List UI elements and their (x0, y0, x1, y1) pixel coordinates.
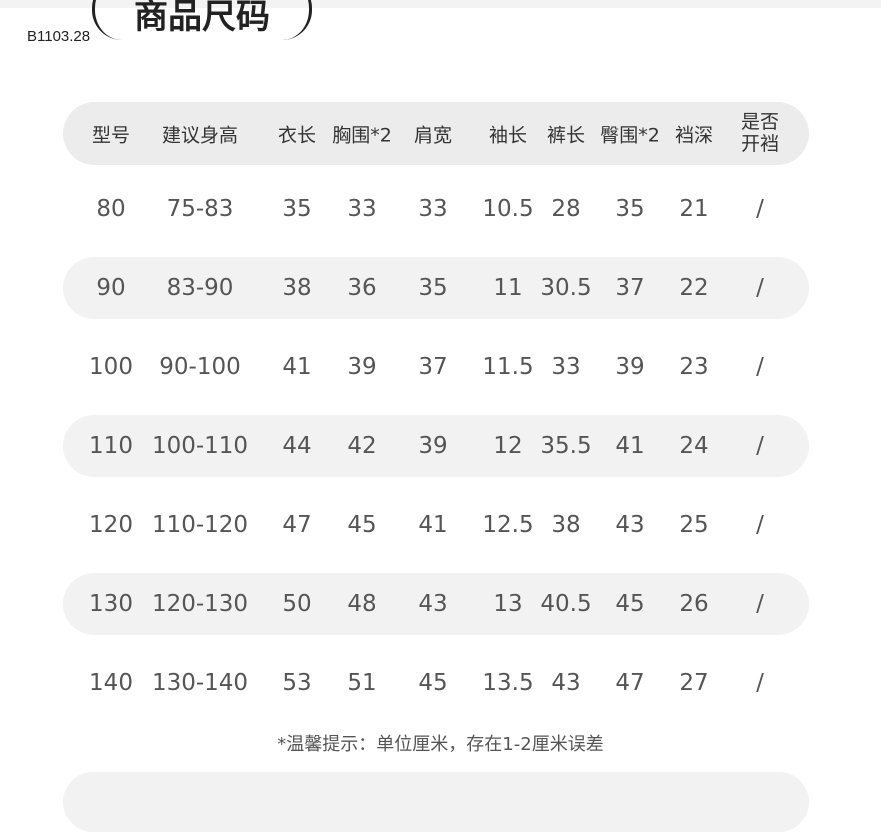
table-cell: 130-140 (151, 670, 249, 696)
column-header: 肩宽 (413, 124, 453, 147)
table-cell: 37 (418, 354, 448, 380)
table-cell: 12.5 (482, 512, 534, 538)
table-cell: 13.5 (482, 670, 534, 696)
table-cell: 12 (493, 433, 523, 459)
table-cell: 47 (282, 512, 312, 538)
row-pill (63, 415, 809, 477)
footer-pill (63, 772, 809, 832)
table-cell: 41 (615, 433, 645, 459)
table-cell: 27 (679, 670, 709, 696)
table-cell: 45 (347, 512, 377, 538)
table-cell: / (756, 512, 764, 538)
table-cell: 36 (347, 275, 377, 301)
table-cell: 35.5 (540, 433, 592, 459)
table-cell: 90-100 (159, 354, 241, 380)
table-cell: / (756, 670, 764, 696)
table-cell: 44 (282, 433, 312, 459)
table-cell: 11.5 (482, 354, 534, 380)
table-cell: 50 (282, 591, 312, 617)
table-cell: 28 (551, 196, 581, 222)
table-cell: 41 (418, 512, 448, 538)
table-cell: 43 (418, 591, 448, 617)
table-cell: 37 (615, 275, 645, 301)
row-pill (63, 257, 809, 319)
table-cell: 80 (96, 196, 126, 222)
table-cell: 38 (282, 275, 312, 301)
table-cell: 130 (89, 591, 133, 617)
title-frame: 商品尺码 (92, 0, 312, 40)
table-cell: 23 (679, 354, 709, 380)
table-cell: 33 (347, 196, 377, 222)
product-code: B1103.28 (27, 28, 91, 45)
table-cell: 90 (96, 275, 126, 301)
table-cell: 10.5 (482, 196, 534, 222)
row-pill (63, 573, 809, 635)
table-cell: 53 (282, 670, 312, 696)
table-cell: 39 (347, 354, 377, 380)
table-cell: 83-90 (166, 275, 234, 301)
table-cell: 25 (679, 512, 709, 538)
table-cell: 75-83 (166, 196, 234, 222)
table-cell: 38 (551, 512, 581, 538)
column-header: 臀围*2 (600, 124, 660, 147)
table-cell: 22 (679, 275, 709, 301)
table-cell: 39 (615, 354, 645, 380)
table-cell: 11 (493, 275, 523, 301)
column-header: 胸围*2 (332, 124, 392, 147)
column-header: 裤长 (546, 124, 586, 147)
table-cell: 42 (347, 433, 377, 459)
note: *温馨提示：单位厘米，存在1-2厘米误差 (277, 734, 604, 755)
table-cell: 40.5 (540, 591, 592, 617)
table-cell: / (756, 591, 764, 617)
table-cell: 24 (679, 433, 709, 459)
table-cell: 39 (418, 433, 448, 459)
table-cell: 35 (282, 196, 312, 222)
table-cell: / (756, 196, 764, 222)
table-cell: 13 (493, 591, 523, 617)
table-cell: 33 (551, 354, 581, 380)
table-cell: 41 (282, 354, 312, 380)
column-header: 是否开裆 (740, 111, 780, 155)
column-header: 衣长 (277, 124, 317, 147)
table-cell: 35 (615, 196, 645, 222)
table-cell: 48 (347, 591, 377, 617)
table-cell: 26 (679, 591, 709, 617)
table-cell: 51 (347, 670, 377, 696)
table-cell: 120 (89, 512, 133, 538)
table-cell: 120-130 (151, 591, 249, 617)
table-cell: 45 (615, 591, 645, 617)
table-cell: 140 (89, 670, 133, 696)
table-cell: 30.5 (540, 275, 592, 301)
column-header: 型号 (91, 124, 131, 147)
table-cell: 100-110 (151, 433, 249, 459)
top-band (0, 0, 881, 8)
table-cell: 21 (679, 196, 709, 222)
table-cell: 33 (418, 196, 448, 222)
column-header: 裆深 (674, 124, 714, 147)
table-cell: 100 (89, 354, 133, 380)
column-header: 袖长 (488, 124, 528, 147)
table-cell: 43 (551, 670, 581, 696)
table-cell: 47 (615, 670, 645, 696)
table-cell: / (756, 433, 764, 459)
table-cell: 110-120 (151, 512, 249, 538)
table-cell: / (756, 354, 764, 380)
table-cell: 110 (89, 433, 133, 459)
table-cell: 45 (418, 670, 448, 696)
table-cell: / (756, 275, 764, 301)
title: 商品尺码 (134, 0, 270, 37)
table-cell: 35 (418, 275, 448, 301)
table-cell: 43 (615, 512, 645, 538)
column-header: 建议身高 (161, 124, 239, 147)
header-pill (63, 102, 809, 165)
